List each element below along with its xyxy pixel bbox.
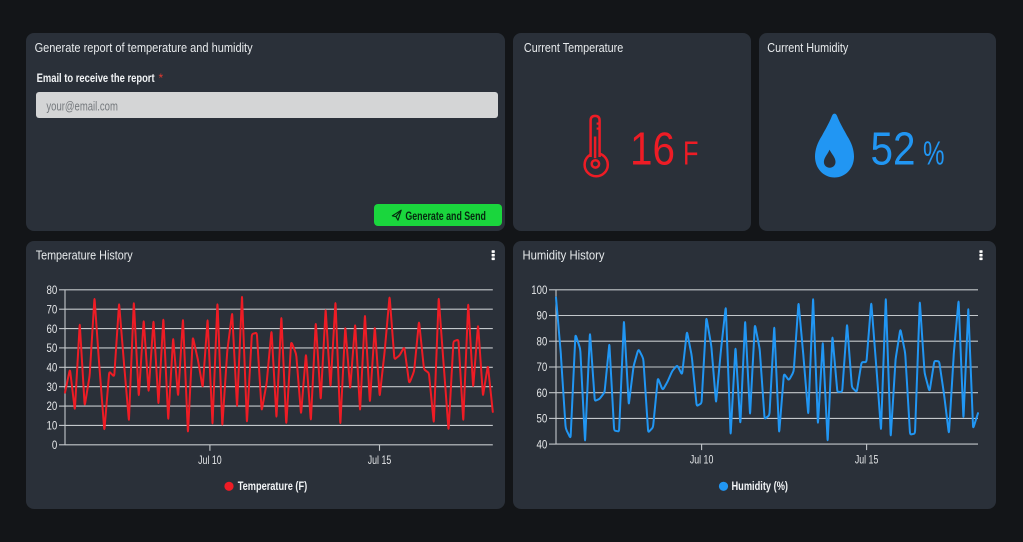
svg-text:50: 50: [47, 341, 58, 355]
svg-text:Temperature (F): Temperature (F): [238, 481, 308, 493]
svg-text:60: 60: [537, 386, 548, 400]
svg-text:Jul 10: Jul 10: [690, 452, 714, 466]
svg-text:Humidity History: Humidity History: [523, 248, 605, 263]
svg-text:60: 60: [47, 322, 58, 336]
svg-text:20: 20: [47, 399, 58, 413]
svg-text:30: 30: [47, 380, 58, 394]
svg-text:50: 50: [537, 412, 548, 426]
svg-text:52: 52: [871, 123, 916, 175]
svg-text:%: %: [923, 135, 945, 172]
svg-text:*: *: [159, 71, 164, 85]
svg-text:80: 80: [537, 334, 548, 348]
svg-text:80: 80: [47, 283, 58, 297]
svg-text:Generate and Send: Generate and Send: [405, 209, 486, 223]
svg-text:Temperature History: Temperature History: [36, 248, 133, 263]
svg-text:40: 40: [537, 437, 548, 451]
svg-text:10: 10: [47, 419, 58, 433]
svg-text:F: F: [683, 135, 699, 172]
svg-text:Jul 10: Jul 10: [198, 453, 222, 467]
svg-text:Current Temperature: Current Temperature: [524, 40, 623, 55]
svg-text:your@email.com: your@email.com: [46, 99, 118, 114]
svg-text:90: 90: [537, 309, 548, 323]
svg-text:Jul 15: Jul 15: [368, 453, 392, 467]
svg-text:16: 16: [630, 123, 675, 175]
svg-text:40: 40: [47, 361, 58, 375]
svg-text:70: 70: [537, 360, 548, 374]
svg-text:Humidity (%): Humidity (%): [732, 481, 789, 493]
svg-text:0: 0: [52, 438, 58, 452]
svg-text:Jul 15: Jul 15: [855, 452, 879, 466]
svg-text:Generate report of temperature: Generate report of temperature and humid…: [35, 40, 253, 55]
svg-text:Current Humidity: Current Humidity: [767, 40, 848, 55]
svg-text:70: 70: [47, 302, 58, 316]
svg-text:Email to receive the report: Email to receive the report: [37, 71, 155, 85]
svg-text:100: 100: [531, 283, 547, 297]
